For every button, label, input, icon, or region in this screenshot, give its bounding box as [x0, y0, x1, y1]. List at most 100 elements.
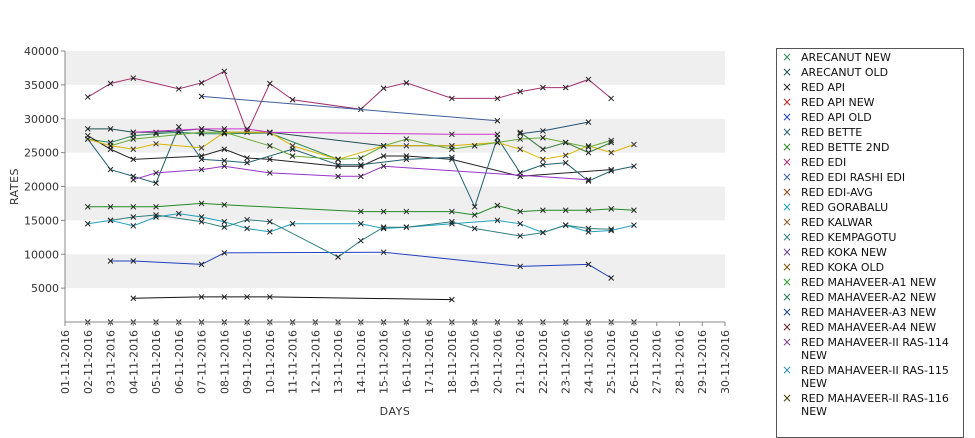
data-point	[130, 146, 137, 153]
legend-label: RED API OLD	[801, 111, 872, 124]
data-point	[198, 218, 205, 225]
data-point	[449, 218, 455, 225]
data-point	[175, 86, 182, 92]
legend-item: × RED MAHAVEER-A4 NEW	[777, 321, 963, 335]
data-point	[631, 222, 637, 228]
data-point	[130, 295, 137, 302]
data-point	[335, 161, 341, 168]
data-point	[244, 155, 250, 161]
data-point	[198, 79, 205, 86]
data-point	[494, 217, 501, 224]
x-tick-label: 10-11-2016	[264, 330, 277, 394]
legend-marker-icon: ×	[782, 230, 793, 244]
data-point	[631, 207, 637, 214]
grid-bands	[65, 51, 725, 322]
data-point	[335, 254, 341, 260]
series-line	[110, 251, 612, 279]
data-point	[494, 131, 501, 138]
data-point	[517, 136, 524, 142]
data-point	[380, 85, 387, 92]
data-point	[585, 261, 592, 268]
legend-label: RED EDI-AVG	[801, 186, 873, 199]
data-point	[198, 214, 205, 220]
data-point	[449, 95, 455, 102]
series	[517, 119, 592, 137]
x-tick-label: 19-11-2016	[469, 330, 482, 394]
legend-label: RED MAHAVEER-II RAS-114 NEW	[801, 336, 949, 362]
data-point	[608, 95, 615, 102]
data-point	[358, 155, 364, 161]
data-point	[130, 222, 137, 229]
data-point	[221, 201, 228, 208]
data-point	[266, 294, 273, 300]
data-point	[585, 144, 592, 151]
legend-label: ARECANUT NEW	[801, 51, 891, 64]
data-point	[198, 294, 205, 300]
legend-marker-icon: ×	[782, 200, 793, 214]
legend-marker-icon: ×	[782, 80, 793, 94]
x-tick-label: 30-11-2016	[719, 330, 732, 394]
legend-item: × RED MAHAVEER-II RAS-114 NEW	[777, 335, 963, 363]
x-tick-label: 27-11-2016	[651, 330, 664, 394]
legend-marker-icon: ×	[782, 215, 793, 229]
legend-label: RED KOKA OLD	[801, 261, 885, 274]
legend-label: RED KOKA NEW	[801, 246, 887, 259]
legend-marker-icon: ×	[782, 335, 793, 349]
x-tick-labels: 01-11-2016 02-11-2016 03-11-2016 04-11-2016…	[59, 322, 732, 394]
data-point	[244, 294, 250, 300]
data-point	[266, 170, 273, 176]
x-tick-label: 14-11-2016	[355, 330, 368, 394]
series	[107, 129, 615, 163]
series-line	[87, 135, 612, 177]
legend-item: × RED KOKA NEW	[777, 246, 963, 260]
legend: × ARECANUT NEW × ARECANUT OLD × RED API × RED A…	[776, 48, 964, 438]
data-point	[380, 153, 387, 159]
data-point	[244, 126, 250, 132]
data-point	[175, 210, 182, 217]
data-point	[153, 140, 159, 147]
series	[130, 163, 592, 183]
data-point	[153, 203, 159, 210]
data-point	[494, 117, 501, 124]
legend-item: × RED API NEW	[777, 96, 963, 110]
data-point	[107, 126, 114, 132]
x-axis-title: DAYS	[380, 405, 411, 418]
data-point	[562, 139, 569, 146]
data-point	[358, 237, 364, 244]
data-point	[585, 142, 592, 149]
legend-item: × RED BETTE 2ND	[777, 141, 963, 155]
data-point	[198, 129, 205, 136]
data-point	[221, 146, 228, 153]
data-point	[403, 156, 410, 163]
data-point	[107, 166, 114, 173]
x-tick-label: 24-11-2016	[582, 330, 595, 394]
data-point	[585, 207, 592, 214]
data-point	[358, 220, 364, 227]
data-point	[449, 154, 455, 161]
x-tick-label: 02-11-2016	[82, 330, 95, 394]
data-point	[380, 249, 387, 256]
data-point	[244, 216, 250, 223]
data-point	[540, 84, 546, 91]
legend-marker-icon: ×	[782, 305, 793, 319]
y-tick-label: 10000	[24, 248, 59, 261]
data-point	[289, 153, 296, 159]
data-point	[84, 136, 91, 142]
data-point	[517, 208, 524, 215]
data-point	[540, 161, 546, 168]
data-point	[540, 146, 546, 153]
data-point	[631, 141, 637, 148]
data-point	[130, 136, 137, 142]
data-point	[84, 94, 91, 100]
data-point	[585, 119, 592, 125]
data-point	[403, 142, 410, 149]
data-point	[266, 218, 273, 225]
data-point	[335, 156, 341, 163]
data-point	[540, 207, 546, 214]
y-tick-label: 40000	[24, 45, 59, 58]
line-chart: 500010000150002000025000300003500040000 …	[8, 45, 732, 418]
data-point	[266, 156, 273, 163]
data-point	[266, 229, 273, 235]
data-point	[130, 156, 137, 163]
data-point	[380, 163, 387, 170]
